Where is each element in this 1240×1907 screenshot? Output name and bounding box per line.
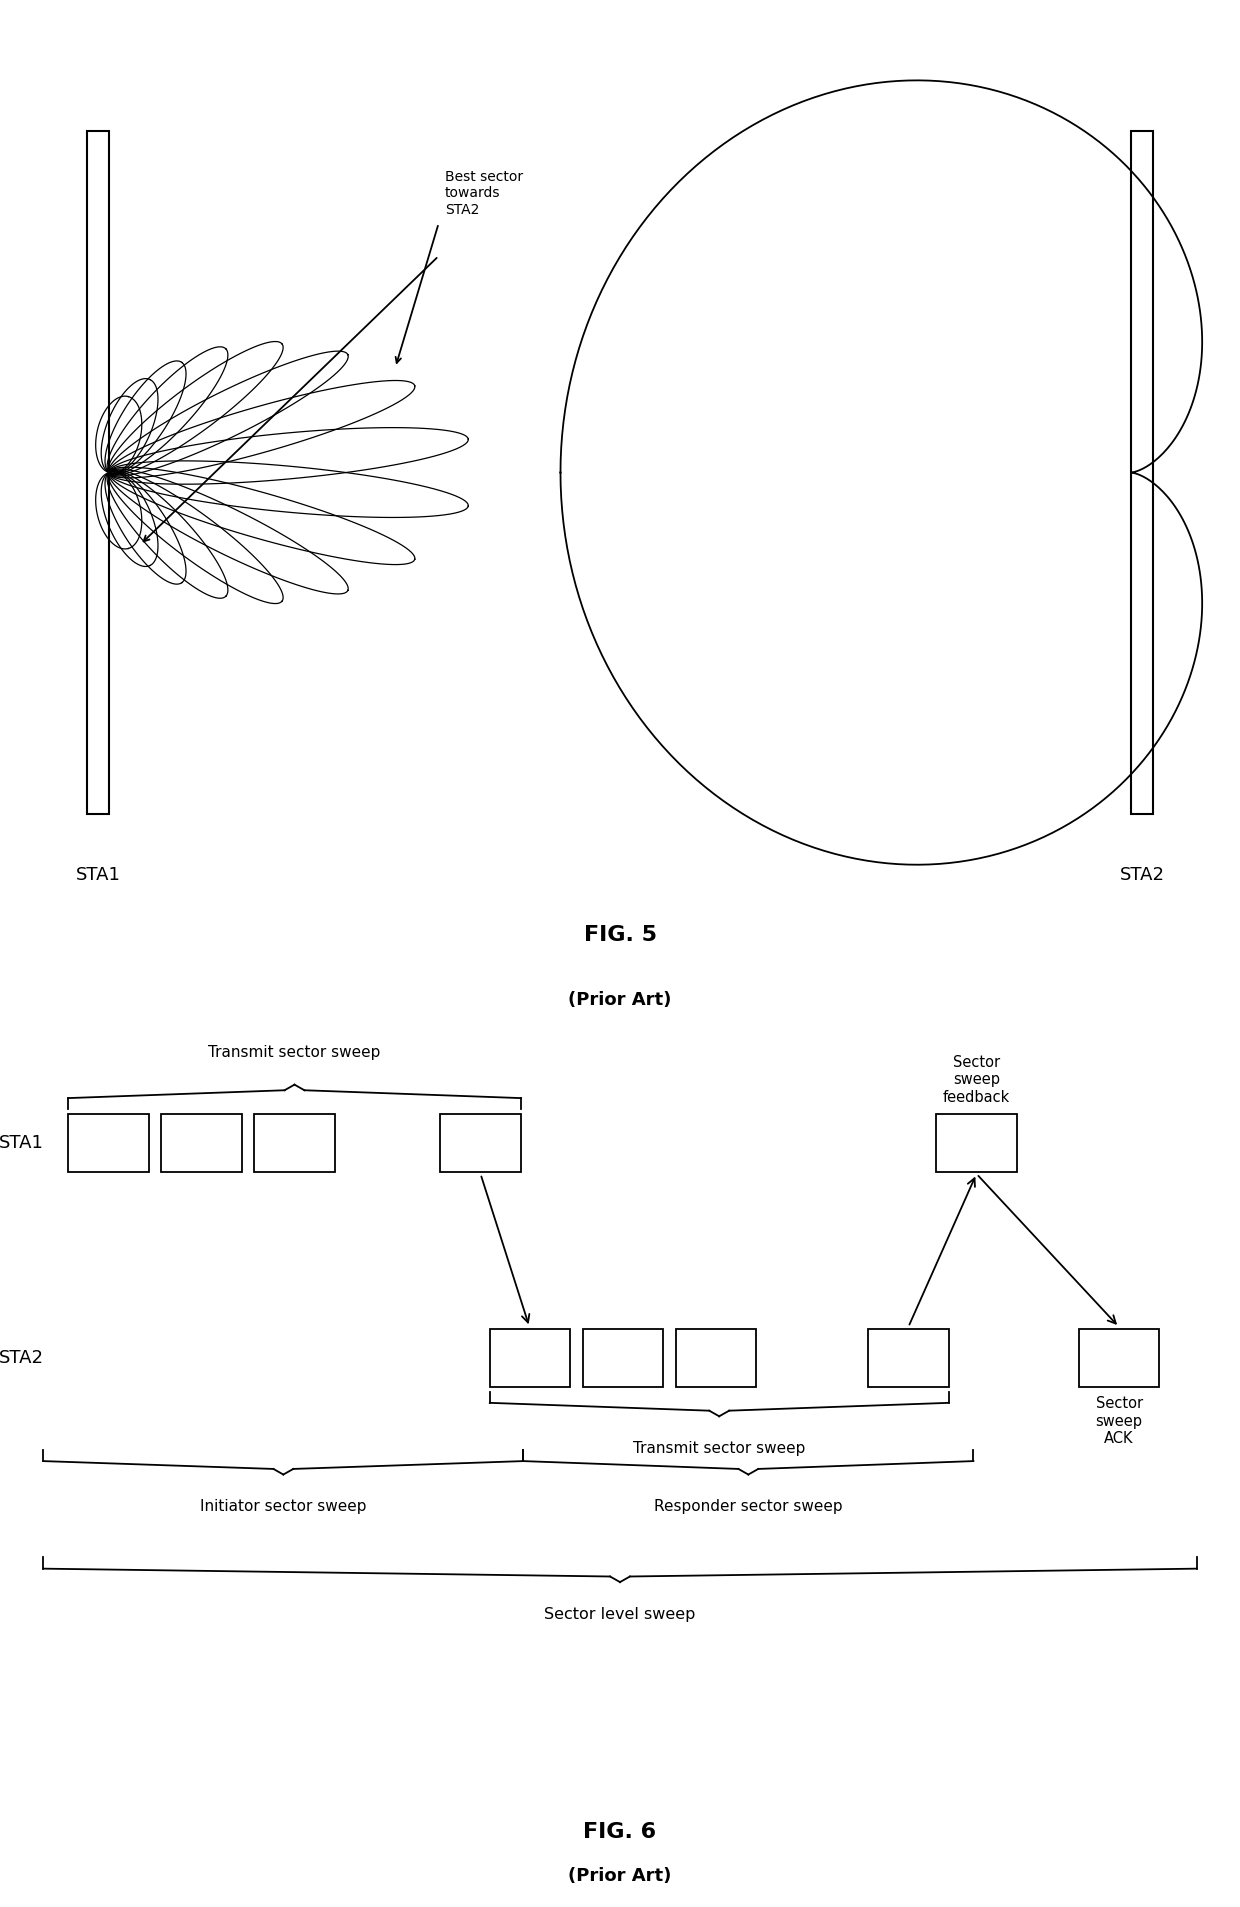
Bar	[1131, 132, 1153, 814]
Text: Initiator sector sweep: Initiator sector sweep	[200, 1499, 367, 1514]
Bar	[868, 1329, 949, 1386]
Text: FIG. 5: FIG. 5	[584, 925, 656, 946]
Text: STA1: STA1	[76, 866, 120, 885]
Bar	[936, 1114, 1017, 1173]
Text: STA2: STA2	[0, 1348, 43, 1367]
Text: Sector
sweep
feedback: Sector sweep feedback	[942, 1055, 1011, 1104]
Text: Transmit sector sweep: Transmit sector sweep	[208, 1045, 381, 1060]
Bar	[68, 1114, 149, 1173]
Text: FIG. 6: FIG. 6	[584, 1821, 656, 1842]
Text: Sector level sweep: Sector level sweep	[544, 1608, 696, 1621]
Text: Responder sector sweep: Responder sector sweep	[653, 1499, 843, 1514]
Text: STA2: STA2	[1120, 866, 1164, 885]
Bar	[161, 1114, 242, 1173]
Bar	[583, 1329, 663, 1386]
Bar	[1079, 1329, 1159, 1386]
Text: STA1: STA1	[0, 1135, 43, 1152]
Text: Best sector
towards
STA2: Best sector towards STA2	[445, 170, 523, 217]
Text: (Prior Art): (Prior Art)	[568, 992, 672, 1009]
Bar	[254, 1114, 335, 1173]
Bar	[676, 1329, 756, 1386]
Bar	[490, 1329, 570, 1386]
Text: Sector
sweep
ACK: Sector sweep ACK	[1095, 1396, 1143, 1446]
Text: Transmit sector sweep: Transmit sector sweep	[632, 1442, 806, 1455]
Bar	[87, 132, 109, 814]
Bar	[440, 1114, 521, 1173]
Text: (Prior Art): (Prior Art)	[568, 1867, 672, 1884]
